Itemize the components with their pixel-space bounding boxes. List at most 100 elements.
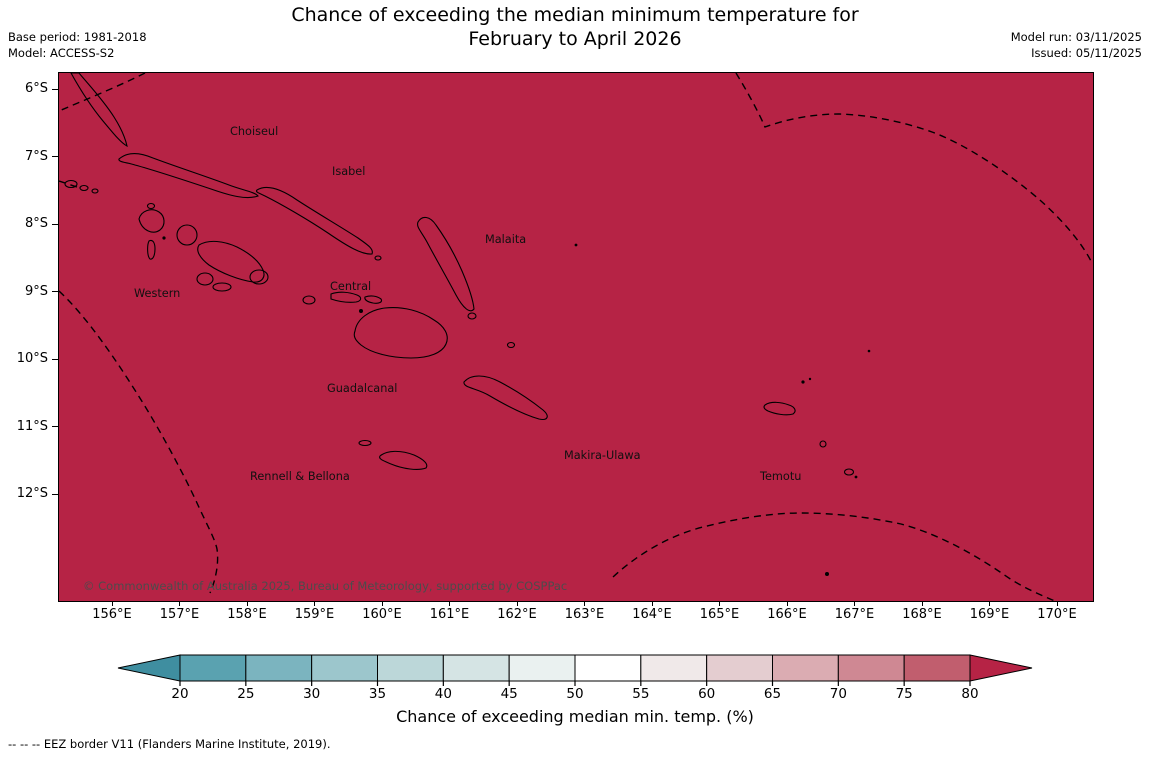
colorbar-tick-label: 75 (895, 686, 913, 702)
islet-dots (162, 236, 871, 576)
lon-tick-mark (1056, 601, 1058, 606)
province-label-western: Western (134, 287, 181, 300)
eez-northwest-segment (59, 73, 146, 112)
lon-tick-label: 157°E (159, 607, 200, 622)
lon-tick-label: 158°E (227, 607, 267, 622)
new-georgia-island (197, 240, 265, 283)
vella-lavella-island (138, 209, 165, 233)
province-label-makira-ulawa: Makira-Ulawa (564, 449, 641, 462)
copyright-text: © Commonwealth of Australia 2025, Bureau… (83, 579, 568, 593)
lat-tick-mark (52, 426, 58, 428)
rennell-island (379, 450, 428, 470)
lon-tick-label: 170°E (1037, 607, 1077, 622)
lon-tick-label: 159°E (294, 607, 335, 622)
colorbar-tick-label: 30 (303, 686, 321, 702)
shortland-island (64, 179, 78, 189)
colorbar-segment (837, 654, 905, 682)
colorbar-tick-label: 55 (632, 686, 650, 702)
colorbar-right-arrow (969, 654, 1033, 682)
province-label-choiseul: Choiseul (230, 125, 279, 138)
eez-northeast-curve (735, 73, 1093, 264)
province-label-central: Central (330, 280, 372, 293)
malaita-island (417, 216, 475, 312)
anuta-islet (867, 349, 871, 353)
ulawa-island (506, 341, 516, 349)
florida-east-islet (364, 295, 383, 304)
colorbar-segment (640, 654, 708, 682)
lat-tick-label: 12°S (16, 486, 48, 501)
utupua-island (819, 440, 827, 448)
nendo-island (763, 401, 796, 416)
colorbar-tick-label: 70 (829, 686, 847, 702)
lon-tick-mark (921, 601, 923, 606)
lat-tick-label: 8°S (24, 216, 48, 231)
colorbar-segment (179, 654, 247, 682)
colorbar-segment (574, 654, 642, 682)
lon-tick-label: 164°E (632, 607, 672, 622)
lon-tick-mark (584, 601, 586, 606)
run-info-block: Model run: 03/11/2025 Issued: 05/11/2025 (1011, 29, 1142, 61)
shortland-islet (79, 184, 89, 192)
lon-tick-mark (786, 601, 788, 606)
map-area: Choiseul Isabel Malaita Central Western Guada… (58, 72, 1094, 602)
colorbar-segment (772, 654, 839, 682)
province-label-malaita: Malaita (485, 233, 527, 246)
gizo-islet (162, 236, 166, 240)
vangunu-island (249, 269, 269, 285)
eez-southeast-curve (612, 512, 1057, 601)
lon-tick-label: 163°E (564, 607, 605, 622)
colorbar-axis-label: Chance of exceeding median min. temp. (%… (396, 707, 754, 726)
lat-tick-mark (52, 156, 58, 158)
colorbar-tick-label: 45 (500, 686, 518, 702)
lon-tick-mark (179, 601, 181, 606)
lat-tick-mark (52, 223, 58, 225)
lon-tick-label: 169°E (969, 607, 1010, 622)
lon-tick-mark (854, 601, 856, 606)
tikopia-islet (825, 572, 829, 576)
vanikoro-island (843, 468, 855, 476)
lon-tick-mark (246, 601, 248, 606)
colorbar-tick-label: 65 (763, 686, 782, 702)
colorbar-left-arrow (117, 654, 181, 682)
lat-tick-label: 7°S (24, 148, 48, 164)
kolombangara-island (176, 224, 198, 246)
lon-tick-label: 167°E (834, 607, 875, 622)
eez-border-lines (59, 73, 1093, 601)
base-period-text: Base period: 1981-2018 (8, 30, 147, 44)
province-label-rennell-bellona: Rennell & Bellona (250, 470, 350, 483)
colorbar-tick-label: 80 (961, 686, 979, 702)
lat-tick-mark (52, 358, 58, 360)
guadalcanal-island (353, 307, 448, 359)
colorbar-tick-label: 25 (237, 686, 255, 702)
colorbar-segment (311, 654, 378, 682)
lat-tick-label: 6°S (24, 81, 48, 96)
lon-tick-mark (719, 601, 721, 606)
lon-tick-label: 162°E (497, 607, 537, 622)
bougainville-coast (70, 73, 128, 148)
colorbar: Chance of exceeding median min. temp. (%… (0, 650, 1150, 742)
lon-tick-mark (111, 601, 113, 606)
lon-tick-label: 156°E (92, 607, 132, 622)
province-label-temotu: Temotu (760, 470, 802, 483)
lon-tick-mark (449, 601, 451, 606)
colorbar-segment (706, 654, 774, 682)
savo-islet (359, 309, 363, 313)
ranongga-island (147, 239, 156, 260)
isabel-east-islet (374, 255, 382, 261)
lon-tick-label: 166°E (767, 607, 807, 622)
colorbar-segment (377, 654, 444, 682)
colorbar-segment (903, 654, 971, 682)
lon-tick-mark (516, 601, 518, 606)
lon-tick-mark (989, 601, 991, 606)
colorbar-segment (508, 654, 576, 682)
province-label-isabel: Isabel (332, 165, 366, 178)
eez-legend-note: -- -- -- EEZ border V11 (Flanders Marine… (8, 737, 331, 751)
choiseul-island (118, 153, 259, 199)
map-canvas (59, 73, 1093, 601)
lon-tick-mark (651, 601, 653, 606)
lon-tick-label: 161°E (429, 607, 470, 622)
colorbar-tick-label: 40 (434, 686, 452, 702)
bellona-island (358, 439, 372, 447)
model-info-block: Base period: 1981-2018 Model: ACCESS-S2 (8, 29, 147, 61)
